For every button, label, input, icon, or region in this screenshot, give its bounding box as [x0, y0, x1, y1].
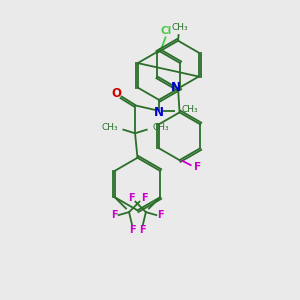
- Text: F: F: [194, 162, 201, 172]
- Text: F: F: [141, 193, 147, 203]
- Text: N: N: [154, 106, 164, 119]
- Text: F: F: [140, 225, 146, 235]
- Text: O: O: [111, 87, 121, 100]
- Text: Cl: Cl: [161, 26, 172, 36]
- Text: CH₃: CH₃: [152, 123, 169, 132]
- Text: CH₃: CH₃: [171, 23, 188, 32]
- Text: F: F: [129, 225, 135, 235]
- Text: N: N: [171, 81, 181, 94]
- Text: CH₃: CH₃: [182, 105, 199, 114]
- Text: F: F: [128, 193, 134, 203]
- Text: F: F: [111, 210, 117, 220]
- Text: F: F: [158, 210, 164, 220]
- Text: CH₃: CH₃: [101, 123, 118, 132]
